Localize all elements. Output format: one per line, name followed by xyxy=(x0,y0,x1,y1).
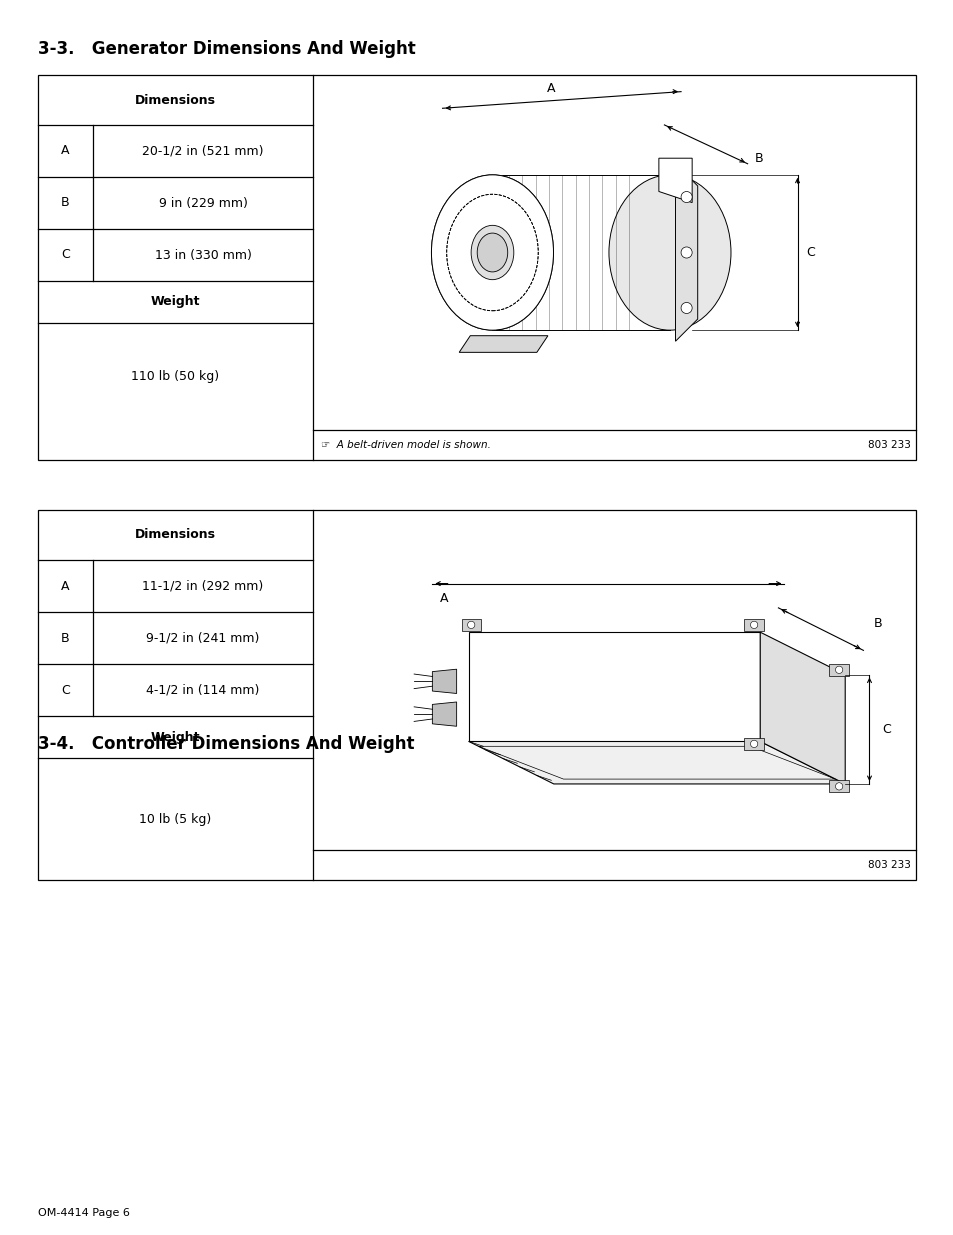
FancyBboxPatch shape xyxy=(743,737,763,750)
Text: B: B xyxy=(61,196,70,210)
Bar xyxy=(38,510,915,881)
Text: B: B xyxy=(873,616,882,630)
Circle shape xyxy=(680,247,692,258)
Polygon shape xyxy=(675,164,697,341)
Text: 10 lb (5 kg): 10 lb (5 kg) xyxy=(139,813,212,825)
FancyBboxPatch shape xyxy=(461,619,480,631)
Text: A: A xyxy=(61,579,70,593)
Bar xyxy=(38,75,915,459)
Polygon shape xyxy=(468,741,844,784)
Polygon shape xyxy=(659,158,692,203)
Text: C: C xyxy=(61,683,70,697)
Text: B: B xyxy=(754,152,762,164)
Text: Weight: Weight xyxy=(151,730,200,743)
Ellipse shape xyxy=(476,233,507,272)
Text: C: C xyxy=(882,722,890,736)
Circle shape xyxy=(750,740,757,747)
Circle shape xyxy=(750,621,757,629)
Text: 20-1/2 in (521 mm): 20-1/2 in (521 mm) xyxy=(142,144,263,158)
Text: B: B xyxy=(61,631,70,645)
Text: 3-4.   Controller Dimensions And Weight: 3-4. Controller Dimensions And Weight xyxy=(38,735,414,753)
Text: 110 lb (50 kg): 110 lb (50 kg) xyxy=(132,370,219,383)
Text: 4-1/2 in (114 mm): 4-1/2 in (114 mm) xyxy=(146,683,259,697)
Circle shape xyxy=(835,666,841,673)
FancyBboxPatch shape xyxy=(828,663,848,676)
Text: 803 233: 803 233 xyxy=(867,860,910,869)
Text: C: C xyxy=(61,248,70,262)
Text: Dimensions: Dimensions xyxy=(135,94,215,106)
Polygon shape xyxy=(468,632,760,741)
Ellipse shape xyxy=(608,175,730,330)
Polygon shape xyxy=(458,336,547,352)
Text: 9 in (229 mm): 9 in (229 mm) xyxy=(158,196,247,210)
Circle shape xyxy=(680,191,692,203)
Text: 13 in (330 mm): 13 in (330 mm) xyxy=(154,248,252,262)
Ellipse shape xyxy=(431,175,553,330)
Text: ☞  A belt-driven model is shown.: ☞ A belt-driven model is shown. xyxy=(320,440,491,450)
FancyBboxPatch shape xyxy=(828,781,848,793)
Circle shape xyxy=(680,303,692,314)
Text: Dimensions: Dimensions xyxy=(135,529,215,541)
Polygon shape xyxy=(760,632,844,784)
Polygon shape xyxy=(432,669,456,694)
Text: A: A xyxy=(61,144,70,158)
Ellipse shape xyxy=(431,175,553,330)
Text: A: A xyxy=(546,83,555,95)
Ellipse shape xyxy=(471,225,514,279)
Polygon shape xyxy=(432,701,456,726)
Text: OM-4414 Page 6: OM-4414 Page 6 xyxy=(38,1208,130,1218)
Circle shape xyxy=(835,783,841,790)
Text: 3-3.   Generator Dimensions And Weight: 3-3. Generator Dimensions And Weight xyxy=(38,40,416,58)
Text: 11-1/2 in (292 mm): 11-1/2 in (292 mm) xyxy=(142,579,263,593)
Text: Weight: Weight xyxy=(151,295,200,309)
Text: C: C xyxy=(805,246,815,259)
FancyBboxPatch shape xyxy=(743,619,763,631)
Text: 803 233: 803 233 xyxy=(867,440,910,450)
Text: A: A xyxy=(439,592,448,605)
Circle shape xyxy=(467,621,475,629)
Text: 9-1/2 in (241 mm): 9-1/2 in (241 mm) xyxy=(146,631,259,645)
